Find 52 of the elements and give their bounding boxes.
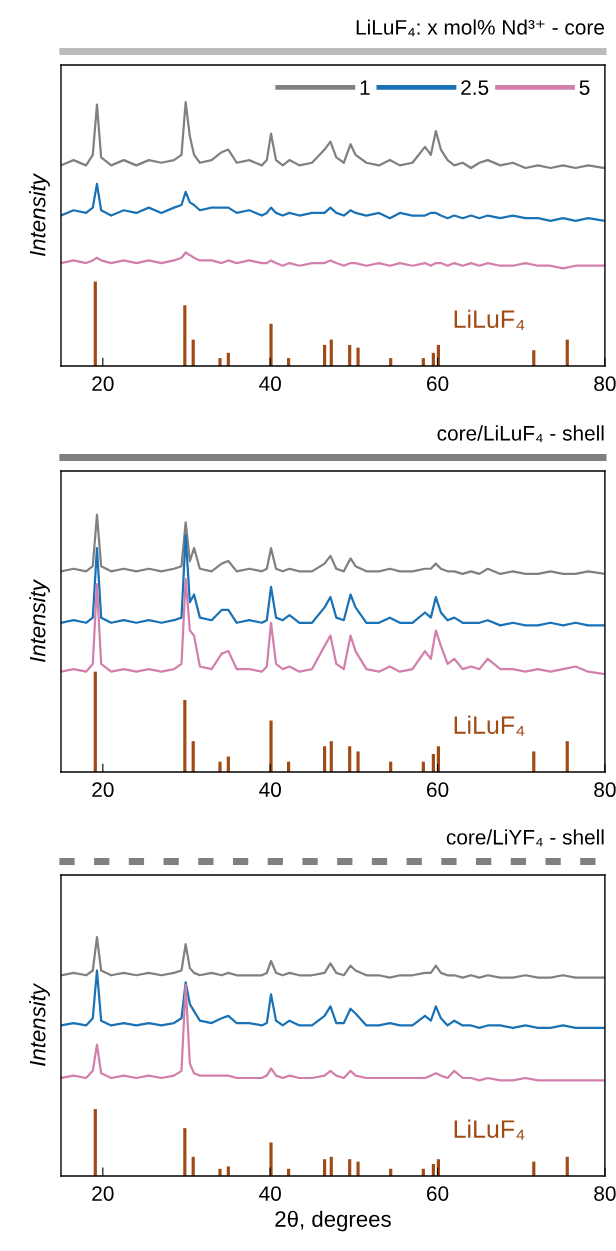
bar bbox=[532, 751, 536, 772]
bar bbox=[218, 761, 222, 772]
chart-title: core/LiYF₄ - shell bbox=[446, 829, 604, 847]
bar bbox=[348, 344, 352, 367]
bar bbox=[93, 1109, 97, 1176]
bar bbox=[218, 358, 222, 367]
bar bbox=[322, 1159, 327, 1176]
x-tick-label: 60 bbox=[427, 376, 449, 392]
bar bbox=[322, 746, 327, 772]
bar bbox=[356, 1161, 360, 1176]
bar bbox=[532, 350, 536, 367]
x-tick-label: 20 bbox=[92, 782, 114, 798]
legend-label: 1 bbox=[360, 80, 370, 95]
bar bbox=[93, 671, 97, 772]
bar bbox=[269, 1142, 273, 1176]
x-tick-label: 20 bbox=[92, 1186, 114, 1201]
x-tick-label: 60 bbox=[427, 1186, 449, 1201]
bar bbox=[356, 347, 360, 367]
chart-title: core/LiLuF₄ - shell bbox=[437, 425, 604, 443]
bar bbox=[218, 1168, 222, 1176]
legend-label: 5 bbox=[579, 80, 590, 95]
bar bbox=[93, 281, 97, 367]
y-axis-title: Intensity bbox=[29, 579, 50, 662]
chart-title: LiLuF₄: x mol% Nd³⁺ - core bbox=[356, 19, 604, 37]
x-tick-label: 40 bbox=[259, 376, 281, 392]
x-tick-label: 80 bbox=[594, 782, 616, 798]
bar bbox=[329, 741, 333, 772]
bar bbox=[348, 1159, 352, 1176]
y-axis-title: Intensity bbox=[29, 982, 50, 1066]
bar bbox=[183, 1128, 187, 1176]
series-label: LiLuF₄ bbox=[454, 309, 525, 330]
bar bbox=[565, 741, 569, 772]
bar bbox=[183, 699, 187, 772]
x-tick-label: 40 bbox=[259, 782, 281, 798]
bar bbox=[183, 305, 187, 367]
x-axis-title: 2θ, degrees bbox=[275, 1210, 391, 1232]
bar bbox=[348, 746, 352, 772]
legend-label: 2.5 bbox=[461, 80, 489, 95]
x-tick-label: 60 bbox=[427, 782, 449, 798]
series-label: LiLuF₄ bbox=[454, 715, 525, 736]
series-label: LiLuF₄ bbox=[454, 1119, 525, 1140]
bar bbox=[269, 720, 273, 772]
x-tick-label: 40 bbox=[259, 1186, 281, 1201]
x-tick-label: 20 bbox=[92, 376, 114, 392]
y-axis-title: Intensity bbox=[29, 173, 50, 257]
x-tick-label: 80 bbox=[594, 1186, 616, 1201]
bar bbox=[356, 751, 360, 772]
x-tick-label: 80 bbox=[594, 376, 616, 392]
bar bbox=[322, 344, 327, 367]
bar bbox=[191, 741, 195, 772]
bar bbox=[269, 323, 273, 367]
bar bbox=[226, 1166, 230, 1176]
